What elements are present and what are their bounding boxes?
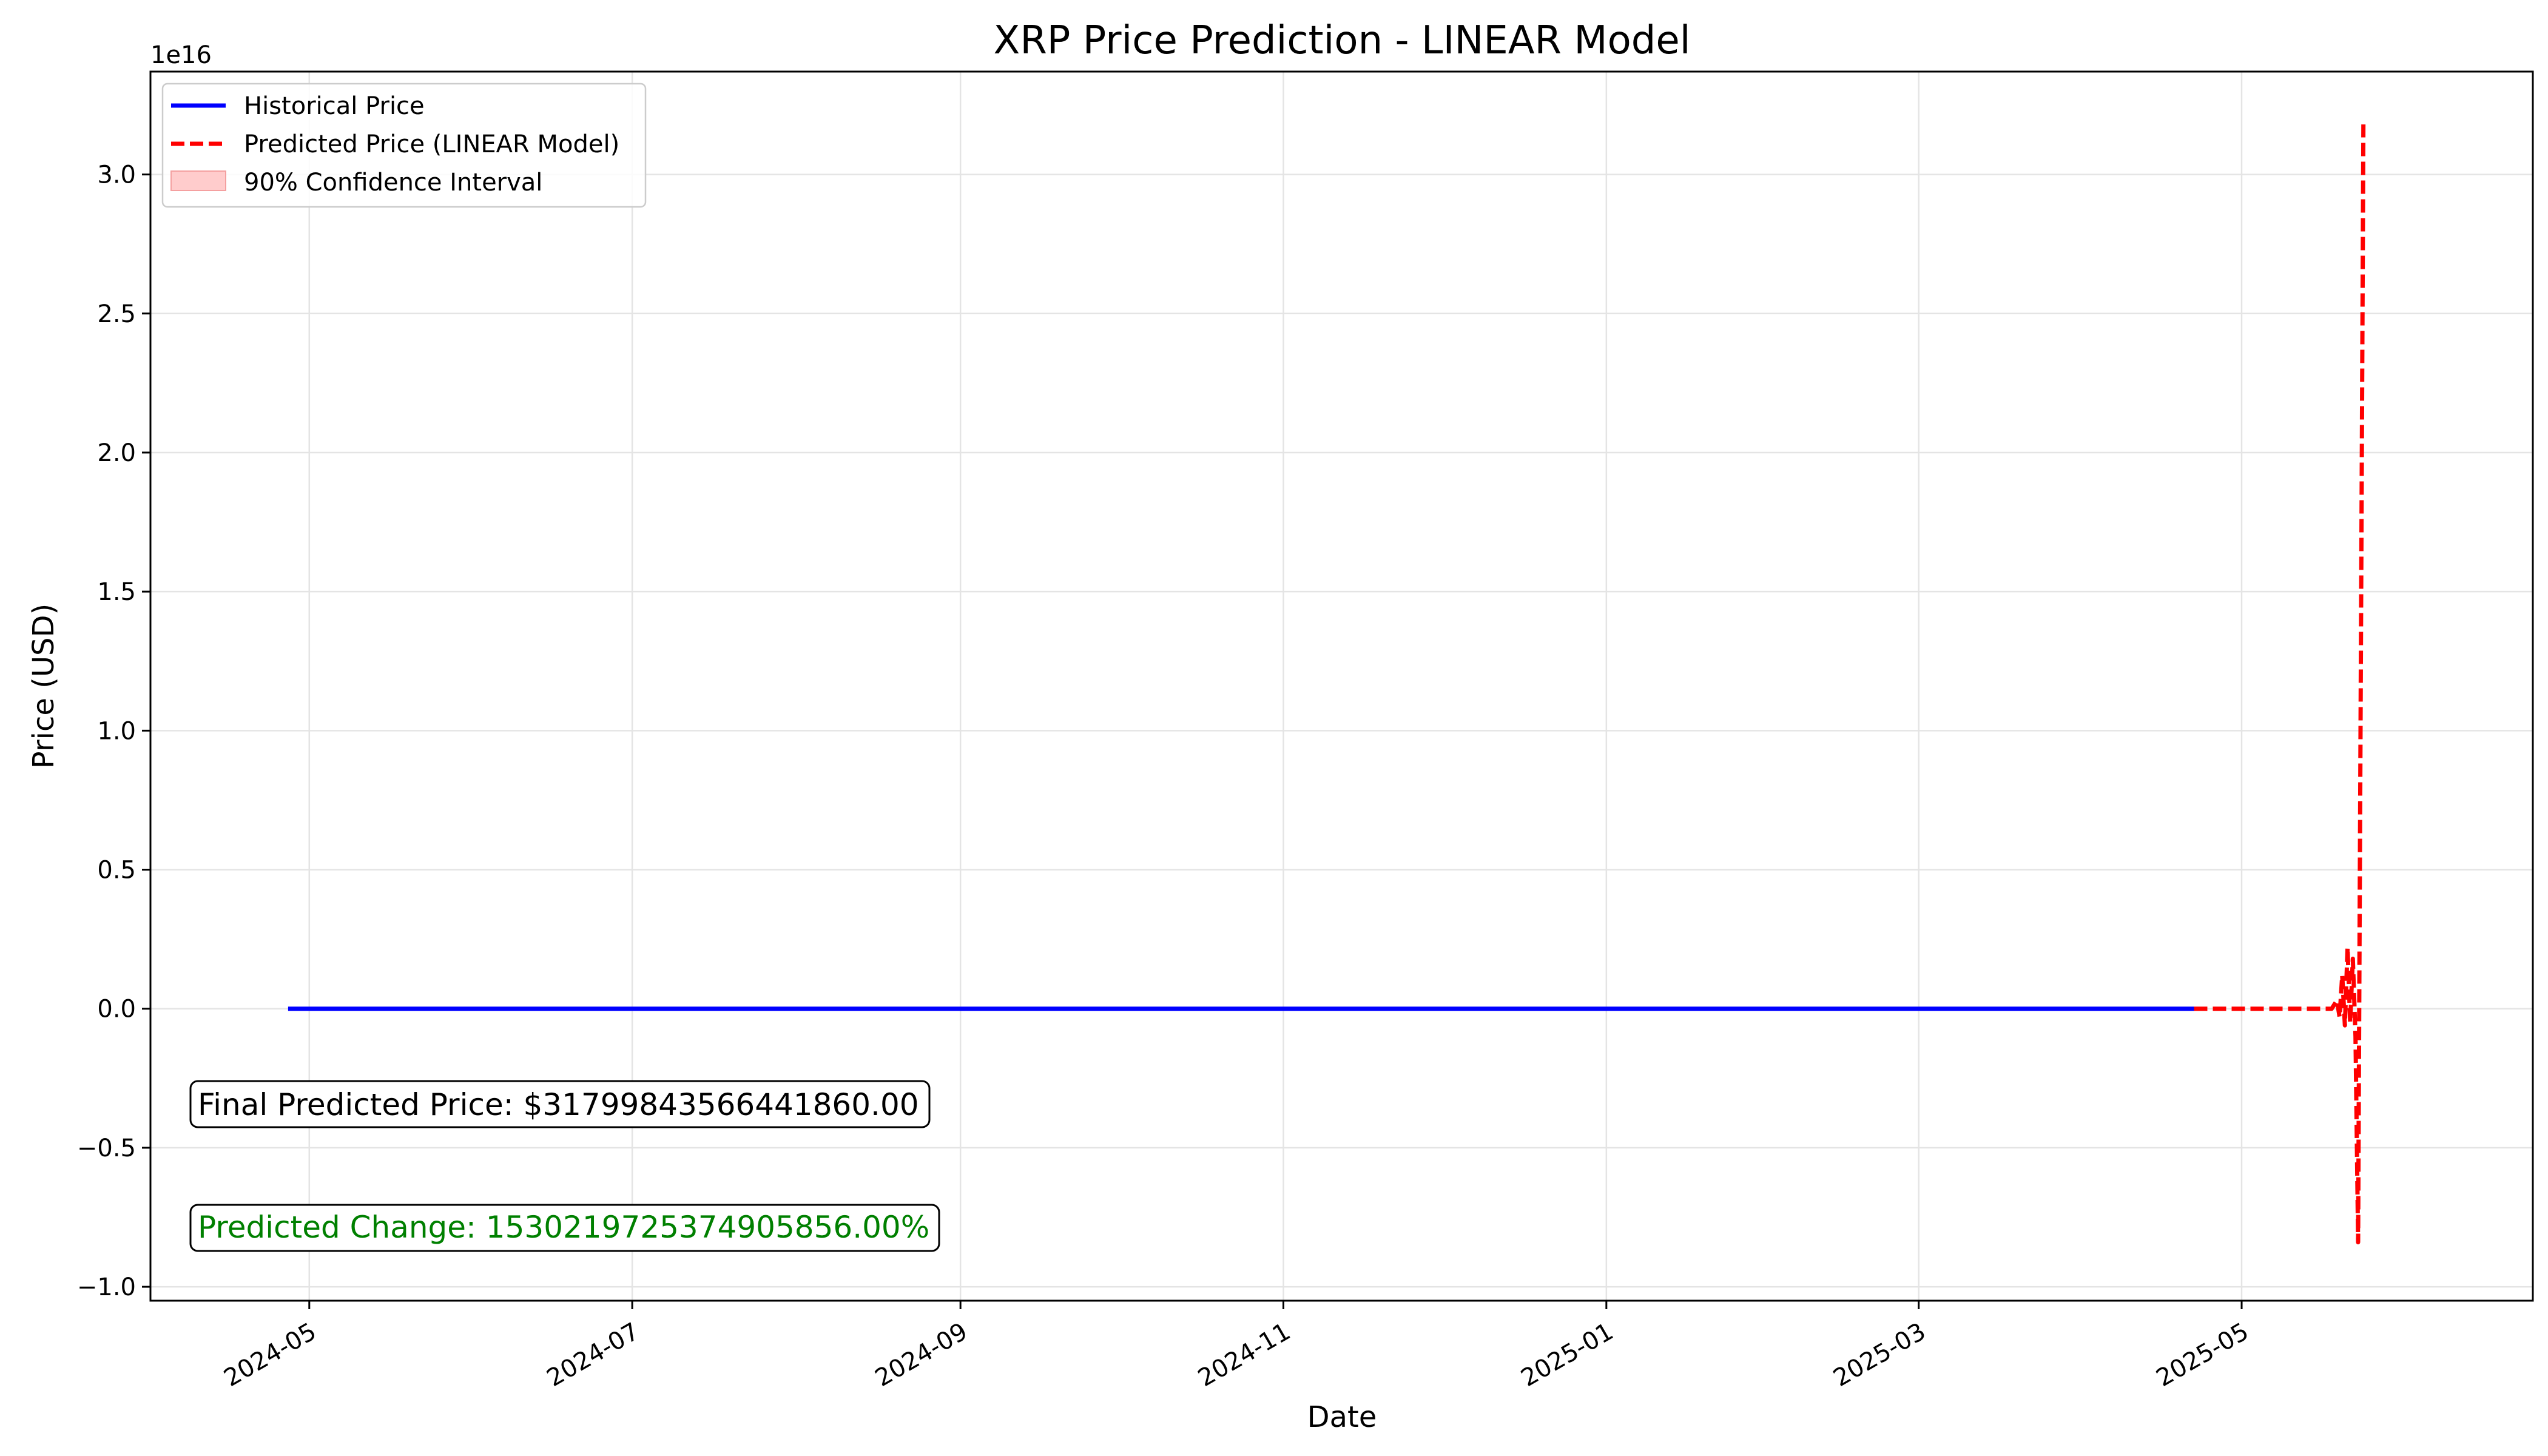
x-tick-label: 2024-11 [1193,1318,1295,1392]
x-tick-label: 2024-05 [219,1318,321,1392]
legend-label-predicted: Predicted Price (LINEAR Model) [244,130,619,158]
plot-frame [149,70,2534,1302]
y-tick-label: 2.0 [97,439,136,467]
y-axis-label: Price (USD) [27,604,61,769]
y-tick-label: 1.5 [97,578,136,606]
legend-label-confidence: 90% Confidence Interval [244,169,542,197]
y-tick-label: 0.0 [97,996,136,1023]
final-price-box [189,1080,931,1128]
legend-label-historical: Historical Price [244,92,425,120]
final-price-text: Final Predicted Price: $3179984356644186… [198,1087,919,1122]
y-tick-label: 0.5 [97,857,136,885]
final-price-annotation: Final Predicted Price: $3179984356644186… [189,1080,931,1128]
series-line-predicted [2194,124,2366,1245]
y-tick-label: 1.0 [97,717,136,745]
y-tick-label: 2.5 [97,300,136,328]
predicted-change-annotation: Predicted Change: 1530219725374905856.00… [189,1204,940,1252]
y-tick-label: 3.0 [97,161,136,189]
x-tick-label: 2024-09 [871,1318,972,1392]
predicted-change-text: Predicted Change: 1530219725374905856.00… [198,1210,929,1245]
predicted-change-box [189,1204,940,1252]
legend-box [161,83,647,208]
y-tick-label: −0.5 [77,1134,136,1162]
x-tick-label: 2025-01 [1516,1318,1618,1392]
x-tick-label: 2025-05 [2152,1318,2254,1392]
x-axis: 2024-05 2024-07 2024-09 2024-11 2025-01 2025-… [219,1301,2253,1392]
legend: Historical Price Predicted Price (LINEAR… [161,83,647,208]
legend-swatch-confidence [170,170,226,191]
chart-title: XRP Price Prediction - LINEAR Model [993,18,1690,63]
x-tick-label: 2025-03 [1828,1318,1930,1392]
x-axis-label: Date [1307,1400,1377,1434]
y-tick-label: −1.0 [77,1273,136,1301]
y-axis-offset-label: 1e16 [150,41,212,69]
x-tick-label: 2024-07 [542,1318,644,1392]
y-axis: −1.0 −0.5 0.0 0.5 1.0 1.5 2.0 2.5 3.0 [77,161,150,1301]
series-layer [288,124,2366,1245]
